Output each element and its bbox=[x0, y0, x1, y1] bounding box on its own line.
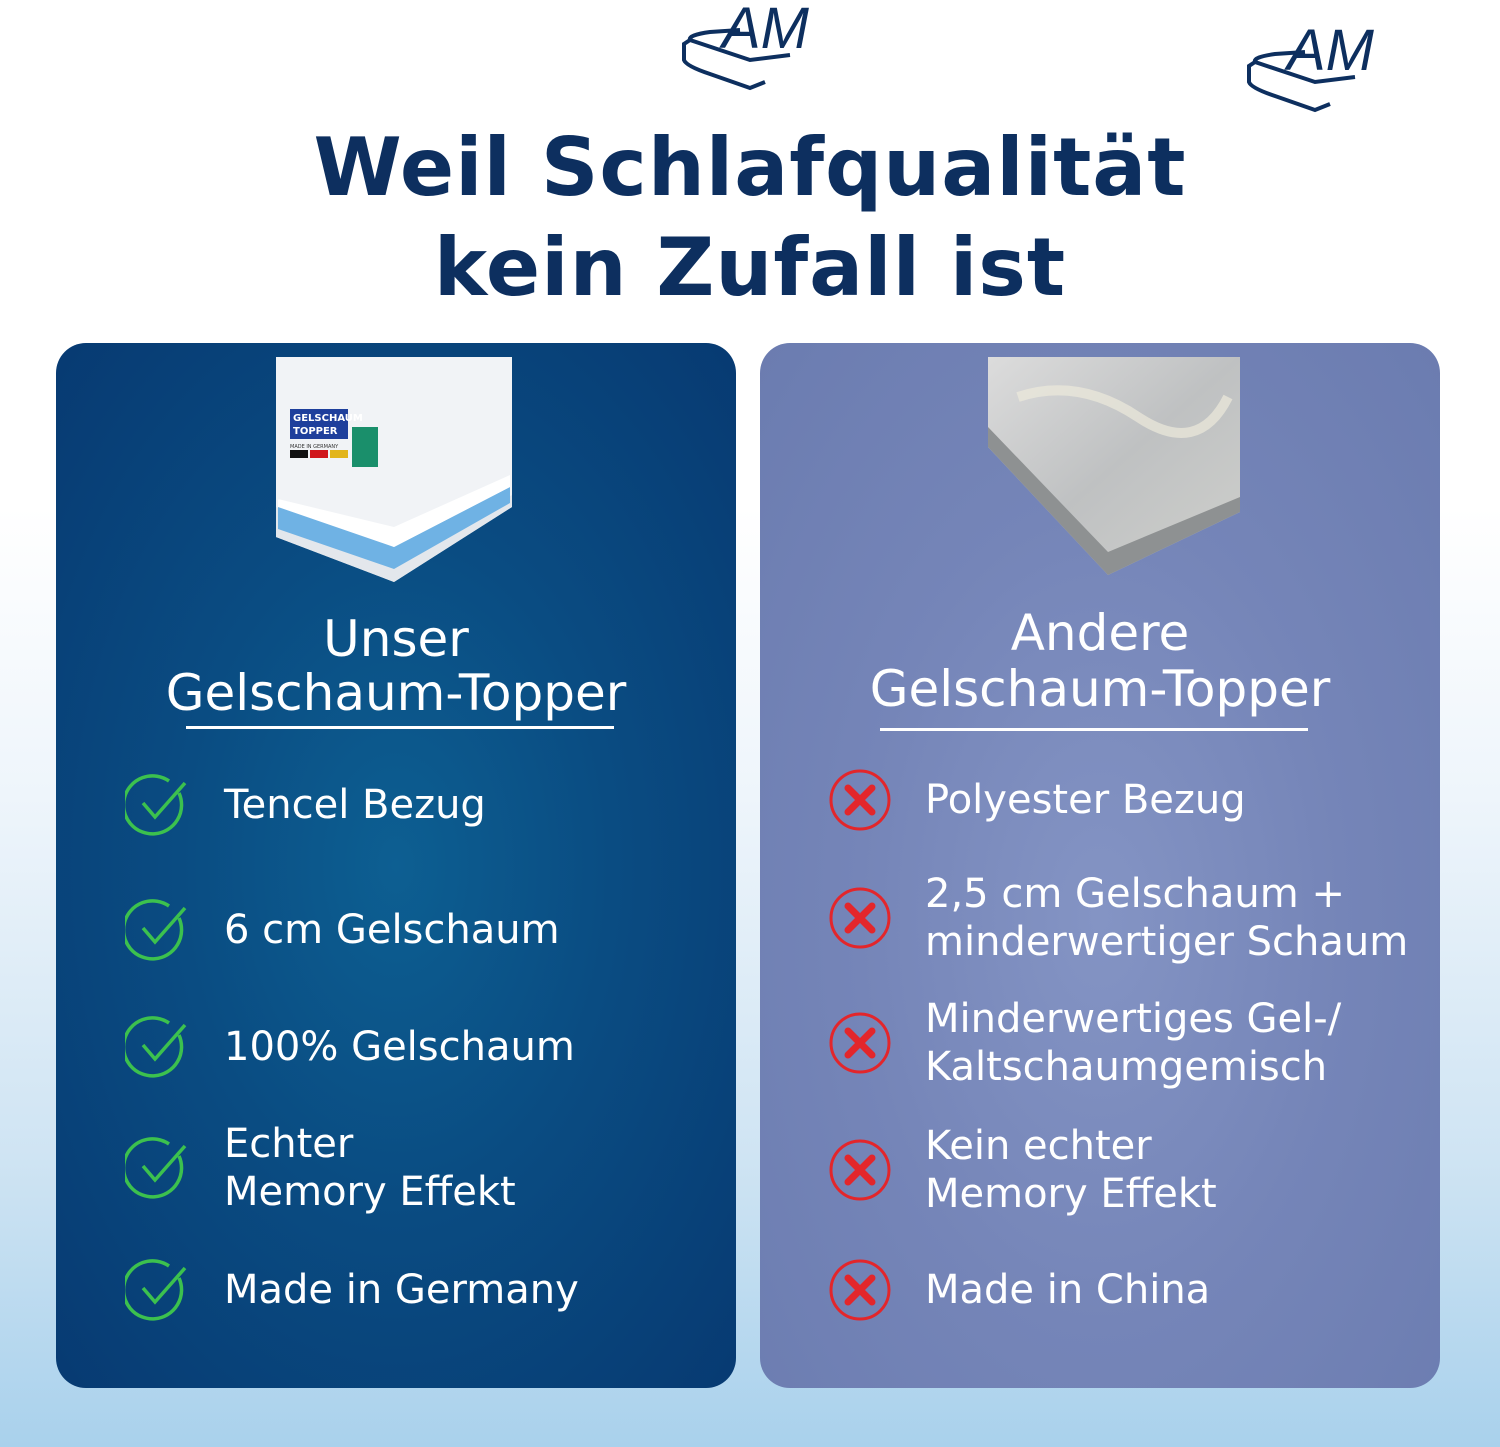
check-circle-icon bbox=[121, 898, 189, 962]
item-text-line: Tencel Bezug bbox=[224, 782, 486, 828]
our-product-panel: GELSCHAUM TOPPER MADE IN GERMANY Unser G… bbox=[56, 343, 736, 1388]
headline: Weil Schlafqualität kein Zufall ist bbox=[0, 118, 1500, 318]
x-circle-icon bbox=[828, 1258, 892, 1322]
item-text-line: Polyester Bezug bbox=[925, 777, 1246, 823]
other-products-panel: Andere Gelschaum-Topper Polyester Bezug 2… bbox=[760, 343, 1440, 1388]
other-heading-line2: Gelschaum-Topper bbox=[869, 660, 1331, 718]
item-text-line: Kaltschaumgemisch bbox=[925, 1044, 1328, 1090]
list-item: Made in China bbox=[760, 1235, 1440, 1345]
item-text-line: 6 cm Gelschaum bbox=[224, 907, 560, 953]
item-text-line: Made in Germany bbox=[224, 1267, 579, 1313]
foam-block-image bbox=[988, 357, 1240, 583]
item-text: Tencel Bezug bbox=[224, 781, 486, 829]
list-item: Polyester Bezug bbox=[760, 745, 1440, 855]
list-item: Kein echter Memory Effekt bbox=[760, 1115, 1440, 1225]
item-text-line: 100% Gelschaum bbox=[224, 1024, 575, 1070]
other-heading-line1: Andere bbox=[1010, 604, 1190, 662]
item-text: Polyester Bezug bbox=[925, 776, 1246, 824]
check-circle-icon bbox=[121, 773, 189, 837]
item-text: Made in China bbox=[925, 1266, 1210, 1314]
item-text: 2,5 cm Gelschaum + minderwertiger Schaum bbox=[925, 870, 1408, 966]
our-heading-line1: Unser bbox=[323, 610, 469, 668]
check-circle-icon bbox=[121, 1015, 189, 1079]
x-circle-icon bbox=[828, 768, 892, 832]
heading-underline bbox=[186, 726, 614, 729]
our-heading-line2: Gelschaum-Topper bbox=[165, 664, 627, 722]
item-text-line: Kein echter bbox=[925, 1123, 1152, 1169]
x-circle-icon bbox=[828, 1011, 892, 1075]
gel-topper-image: GELSCHAUM TOPPER MADE IN GERMANY bbox=[274, 357, 514, 589]
item-text: 100% Gelschaum bbox=[224, 1023, 575, 1071]
item-text-line: Echter bbox=[224, 1121, 354, 1167]
item-text-line: minderwertiger Schaum bbox=[925, 919, 1409, 965]
item-text-line: Made in China bbox=[925, 1267, 1211, 1313]
headline-line2: kein Zufall ist bbox=[433, 221, 1067, 314]
item-text-line: Minderwertiges Gel-/ bbox=[925, 996, 1342, 1042]
check-circle-icon bbox=[121, 1258, 189, 1322]
x-circle-icon bbox=[828, 1138, 892, 1202]
item-text: 6 cm Gelschaum bbox=[224, 906, 560, 954]
item-text-line: 2,5 cm Gelschaum + bbox=[925, 871, 1345, 917]
item-text: Echter Memory Effekt bbox=[224, 1120, 516, 1216]
item-text: Kein echter Memory Effekt bbox=[925, 1122, 1217, 1218]
x-circle-icon bbox=[828, 886, 892, 950]
brand-logo: AM bbox=[680, 0, 820, 95]
list-item: Echter Memory Effekt bbox=[56, 1113, 736, 1223]
check-circle-icon bbox=[121, 1136, 189, 1200]
label-line3: MADE IN GERMANY bbox=[290, 444, 339, 450]
list-item: 100% Gelschaum bbox=[56, 992, 736, 1102]
svg-text:AM: AM bbox=[1284, 22, 1375, 83]
item-text: Made in Germany bbox=[224, 1266, 579, 1314]
list-item: 2,5 cm Gelschaum + minderwertiger Schaum bbox=[760, 863, 1440, 973]
list-item: Made in Germany bbox=[56, 1235, 736, 1345]
headline-line1: Weil Schlafqualität bbox=[313, 121, 1187, 214]
label-line2: TOPPER bbox=[293, 426, 338, 437]
item-text: Minderwertiges Gel-/Kaltschaumgemisch bbox=[925, 995, 1341, 1091]
heading-underline bbox=[880, 728, 1308, 731]
label-line1: GELSCHAUM bbox=[293, 413, 363, 424]
item-text-line: Memory Effekt bbox=[224, 1169, 516, 1215]
svg-text:AM: AM bbox=[719, 0, 810, 61]
item-text-line: Memory Effekt bbox=[925, 1171, 1217, 1217]
list-item: Tencel Bezug bbox=[56, 750, 736, 860]
list-item: 6 cm Gelschaum bbox=[56, 875, 736, 985]
list-item: Minderwertiges Gel-/Kaltschaumgemisch bbox=[760, 988, 1440, 1098]
brand-logo-secondary: AM bbox=[1245, 22, 1385, 117]
